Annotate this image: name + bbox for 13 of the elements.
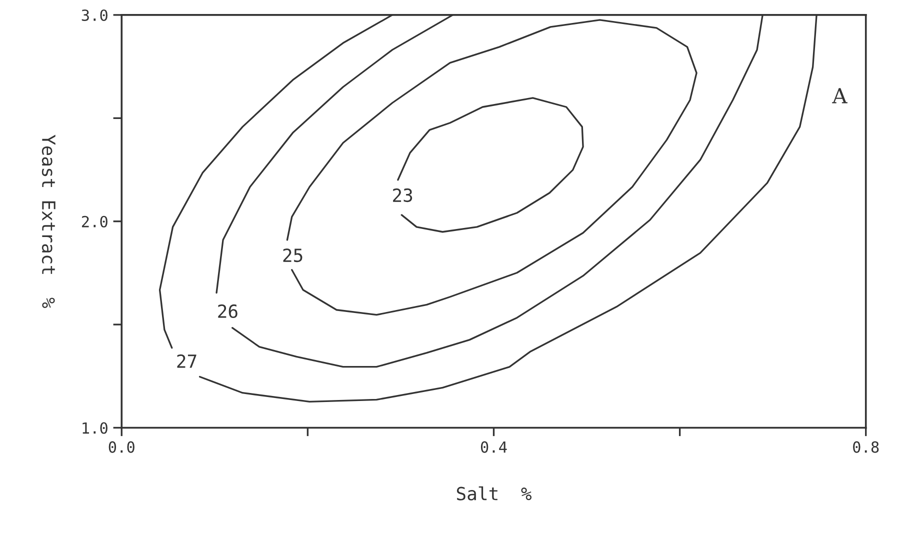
x-tick-label: 0.4 (480, 441, 507, 453)
annotation: 25 (283, 248, 302, 262)
x-axis-title: Salt % (456, 486, 532, 500)
x-tick-label: 0.8 (853, 441, 879, 453)
y-axis-title: Yeast Extract % (42, 134, 56, 308)
y-tick-label: 3.0 (82, 9, 108, 22)
annotation: 23 (393, 188, 412, 202)
annotation: 26 (218, 304, 238, 318)
x-tick-label: 0.0 (108, 441, 134, 453)
y-tick-label: 2.0 (82, 216, 108, 228)
y-tick-label: 1.0 (82, 422, 108, 434)
annotation: 27 (177, 354, 196, 368)
annotation: A (832, 88, 848, 104)
